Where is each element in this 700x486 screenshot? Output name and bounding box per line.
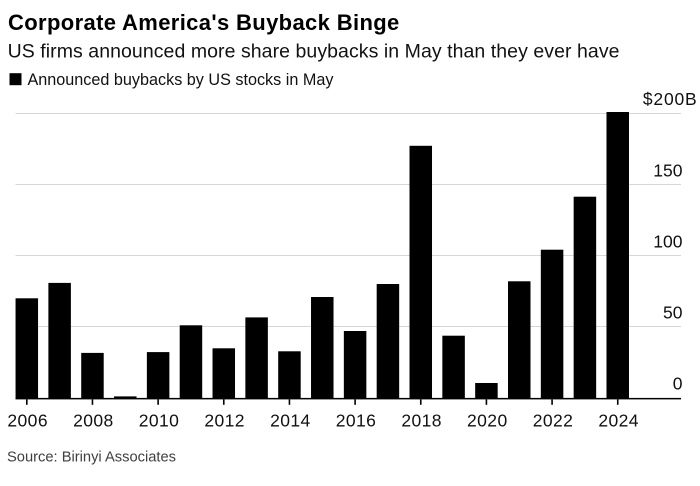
svg-text:Corporate America's Buyback Bi: Corporate America's Buyback Binge <box>8 10 400 35</box>
svg-text:50: 50 <box>663 303 683 323</box>
svg-text:2012: 2012 <box>204 411 245 431</box>
svg-text:US firms announced more share: US firms announced more share buybacks i… <box>8 41 620 63</box>
svg-text:150: 150 <box>653 161 682 181</box>
svg-text:2020: 2020 <box>467 411 508 431</box>
svg-text:2006: 2006 <box>7 411 48 431</box>
svg-text:100: 100 <box>653 232 682 252</box>
svg-text:2014: 2014 <box>270 411 311 431</box>
svg-text:2022: 2022 <box>533 411 574 431</box>
svg-text:2016: 2016 <box>336 411 377 431</box>
svg-text:2024: 2024 <box>598 411 639 431</box>
svg-text:2018: 2018 <box>401 411 442 431</box>
svg-text:$200B: $200B <box>643 89 698 109</box>
svg-text:Announced buybacks by US stock: Announced buybacks by US stocks in May <box>28 71 335 89</box>
svg-text:Source: Birinyi Associates: Source: Birinyi Associates <box>7 450 176 466</box>
svg-text:2010: 2010 <box>139 411 180 431</box>
svg-text:2008: 2008 <box>73 411 114 431</box>
svg-text:0: 0 <box>673 374 683 394</box>
